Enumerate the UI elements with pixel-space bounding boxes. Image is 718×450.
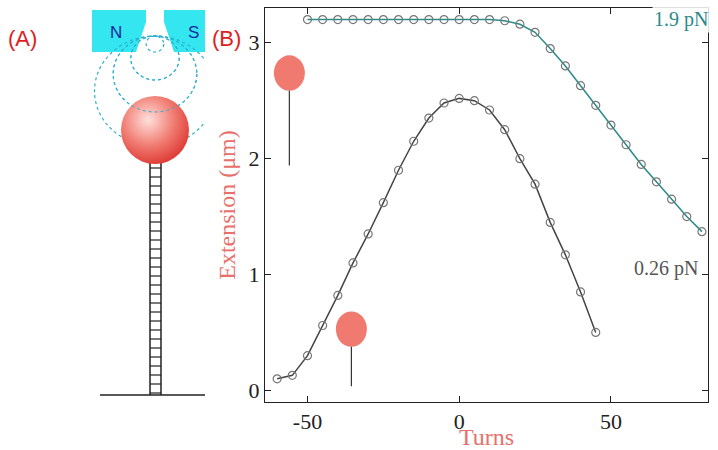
svg-text:2: 2: [249, 146, 260, 171]
html-text:(A): (A): [8, 26, 38, 51]
svg-text:1.9 pN: 1.9 pN: [654, 8, 708, 31]
svg-text:Turns: Turns: [459, 424, 514, 450]
svg-text:0.26 pN: 0.26 pN: [634, 257, 698, 280]
svg-text:-50: -50: [293, 409, 322, 434]
svg-text:0: 0: [249, 378, 260, 403]
svg-text:Extension (μm): Extension (μm): [214, 130, 240, 280]
svg-text:S: S: [188, 23, 199, 42]
html-text:(B): (B): [212, 26, 242, 51]
svg-text:3: 3: [249, 30, 260, 55]
svg-text:N: N: [110, 23, 122, 42]
svg-text:50: 50: [600, 409, 622, 434]
svg-text:1: 1: [249, 262, 260, 287]
svg-text:0: 0: [454, 409, 465, 434]
